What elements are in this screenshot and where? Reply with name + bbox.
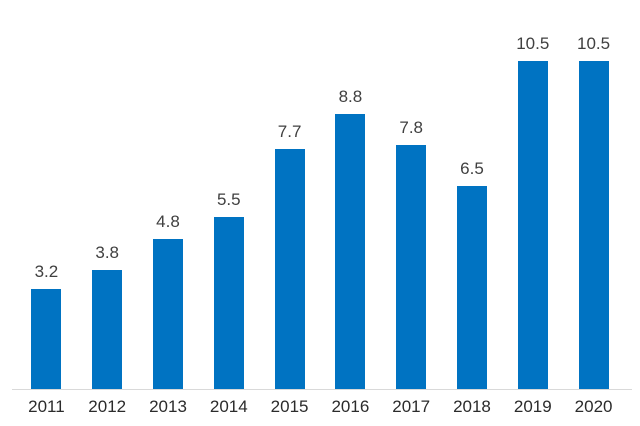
x-axis-line [12, 389, 632, 390]
x-axis-tick-label: 2012 [88, 397, 127, 416]
bar-value-label: 6.5 [460, 159, 484, 178]
plot-area: 3.2 3.8 4.8 5.5 7.7 8.8 7.8 6.5 10.5 10.5 [16, 0, 624, 389]
x-axis-tick-label: 2018 [453, 397, 491, 416]
x-axis-tick-label: 2016 [331, 397, 370, 416]
bar-value-label: 3.2 [34, 262, 59, 281]
bar-value-label: 10.5 [516, 34, 550, 53]
bar-group: 8.8 [320, 88, 381, 389]
bar [92, 270, 123, 389]
bar-value-label: 7.8 [399, 118, 423, 138]
bar-group: 3.2 [16, 263, 77, 389]
x-axis-tick-label: 2013 [149, 397, 187, 416]
bar-group: 7.8 [381, 119, 442, 389]
x-axis-tick-label: 2019 [513, 397, 552, 416]
bar-value-label: 5.5 [216, 190, 241, 210]
bar-group: 5.5 [198, 191, 259, 389]
bar [274, 148, 305, 389]
bar [396, 145, 427, 389]
bar-value-label: 7.7 [277, 121, 302, 141]
x-axis-labels: 2011 2012 2013 2014 2015 2016 2017 2018 2019 2020 [16, 397, 624, 417]
bar-group: 10.5 [502, 35, 563, 389]
x-axis-tick-label: 2014 [209, 397, 248, 416]
bar [578, 61, 609, 389]
bar-value-label: 10.5 [577, 34, 611, 53]
bar [152, 239, 183, 389]
x-axis-tick-label: 2015 [270, 397, 309, 416]
bar [213, 217, 244, 389]
x-axis-tick-label: 2020 [574, 397, 613, 416]
bar-group: 10.5 [563, 35, 624, 389]
bar-group: 4.8 [138, 213, 199, 389]
bar [517, 61, 548, 389]
bar [335, 114, 366, 389]
bar-group: 6.5 [442, 160, 503, 389]
bar-group: 7.7 [259, 121, 320, 389]
x-axis-tick-label: 2011 [28, 397, 65, 416]
bar-value-label: 8.8 [338, 87, 363, 107]
bar [456, 186, 487, 389]
bar-value-label: 4.8 [156, 212, 180, 232]
bar-value-label: 3.8 [95, 243, 120, 263]
bar [31, 289, 62, 389]
x-axis-tick-label: 2017 [392, 397, 431, 416]
bar-group: 3.8 [77, 244, 138, 389]
